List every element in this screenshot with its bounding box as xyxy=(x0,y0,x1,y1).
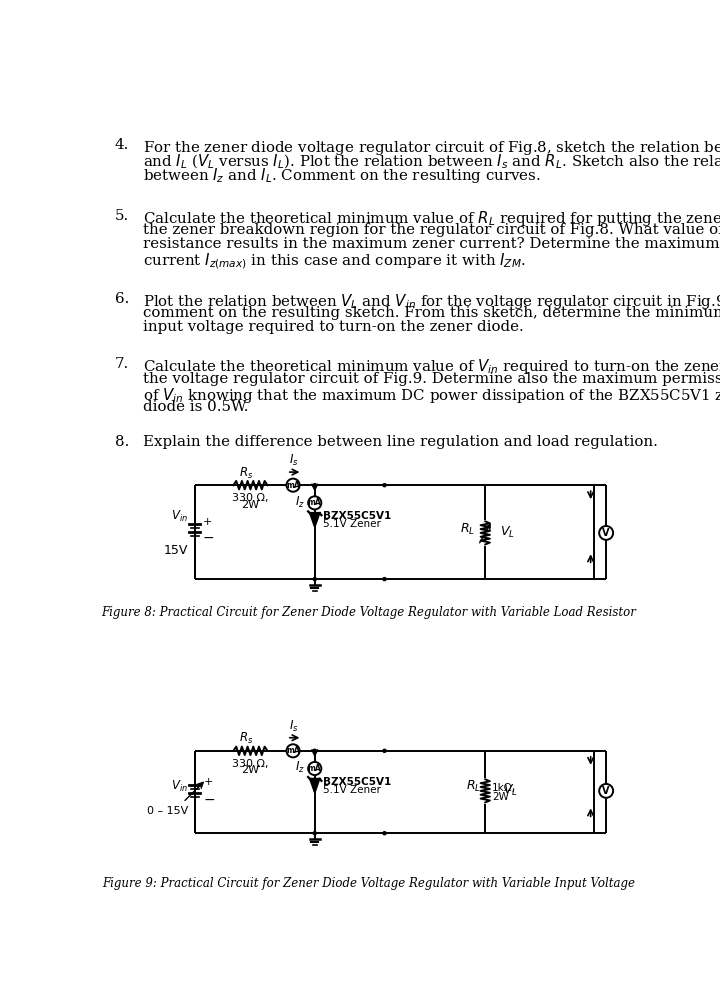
Text: Figure 9: Practical Circuit for Zener Diode Voltage Regulator with Variable Inpu: Figure 9: Practical Circuit for Zener Di… xyxy=(102,877,636,890)
Text: the zener breakdown region for the regulator circuit of Fig.8. What value of loa: the zener breakdown region for the regul… xyxy=(143,223,720,237)
Text: BZX55C5V1: BZX55C5V1 xyxy=(323,511,392,521)
Text: $V_L$: $V_L$ xyxy=(500,525,514,540)
Text: −: − xyxy=(202,530,214,544)
Text: 0 – 15V: 0 – 15V xyxy=(147,806,189,816)
Circle shape xyxy=(383,578,386,581)
Polygon shape xyxy=(310,513,319,526)
Text: 5.1V Zener: 5.1V Zener xyxy=(323,784,381,794)
Text: $R_s$: $R_s$ xyxy=(240,731,253,746)
Text: 2W: 2W xyxy=(492,792,509,802)
Text: +: + xyxy=(204,776,213,786)
Text: 6.: 6. xyxy=(114,292,129,305)
Circle shape xyxy=(599,784,613,797)
Text: $V_{in}$: $V_{in}$ xyxy=(171,509,189,524)
Text: $I_s$: $I_s$ xyxy=(289,454,299,469)
Text: $I_z$: $I_z$ xyxy=(294,495,305,510)
Text: V: V xyxy=(603,528,610,538)
Text: $V_L$: $V_L$ xyxy=(503,783,518,798)
Text: Calculate the theoretical minimum value of $V_{in}$ required to turn-on the zene: Calculate the theoretical minimum value … xyxy=(143,358,720,376)
Text: $I_z$: $I_z$ xyxy=(294,760,305,775)
Text: resistance results in the maximum zener current? Determine the maximum zener: resistance results in the maximum zener … xyxy=(143,237,720,251)
Text: $R_L$: $R_L$ xyxy=(460,522,475,537)
Polygon shape xyxy=(310,779,319,792)
Text: For the zener diode voltage regulator circuit of Fig.8, sketch the relation betw: For the zener diode voltage regulator ci… xyxy=(143,138,720,157)
Text: −: − xyxy=(204,793,215,807)
Circle shape xyxy=(383,749,386,752)
Text: 7.: 7. xyxy=(114,358,129,371)
Circle shape xyxy=(287,479,300,492)
Circle shape xyxy=(599,526,613,540)
Text: 2W: 2W xyxy=(241,500,259,510)
Text: between $I_z$ and $I_L$. Comment on the resulting curves.: between $I_z$ and $I_L$. Comment on the … xyxy=(143,166,541,185)
Text: and $I_L$ ($V_L$ versus $I_L$). Plot the relation between $I_s$ and $R_L$. Sketc: and $I_L$ ($V_L$ versus $I_L$). Plot the… xyxy=(143,152,720,170)
Text: $I_s$: $I_s$ xyxy=(289,719,299,734)
Text: 330 Ω,: 330 Ω, xyxy=(232,758,269,768)
Text: 8.: 8. xyxy=(114,435,129,450)
Text: $R_L$: $R_L$ xyxy=(467,779,482,793)
Text: $R_s$: $R_s$ xyxy=(240,466,253,481)
Text: +: + xyxy=(202,517,212,527)
Text: mA: mA xyxy=(308,764,322,773)
Circle shape xyxy=(313,749,316,752)
Circle shape xyxy=(313,832,316,835)
Text: mA: mA xyxy=(308,498,322,507)
Text: V: V xyxy=(603,786,610,796)
Text: 1kΩ,: 1kΩ, xyxy=(492,783,516,792)
Circle shape xyxy=(313,578,316,581)
Circle shape xyxy=(383,484,386,487)
Circle shape xyxy=(308,496,321,509)
Text: 5.1V Zener: 5.1V Zener xyxy=(323,519,381,529)
Text: $V_{in}$: $V_{in}$ xyxy=(171,779,189,793)
Text: comment on the resulting sketch. From this sketch, determine the minimum value o: comment on the resulting sketch. From th… xyxy=(143,306,720,321)
Text: diode is 0.5W.: diode is 0.5W. xyxy=(143,400,248,414)
Text: mA: mA xyxy=(286,481,300,490)
Text: 4.: 4. xyxy=(114,138,129,152)
Circle shape xyxy=(308,762,321,775)
Text: Calculate the theoretical minimum value of $R_L$ required for putting the zener : Calculate the theoretical minimum value … xyxy=(143,209,720,228)
Text: of $V_{in}$ knowing that the maximum DC power dissipation of the BZX55C5V1 zener: of $V_{in}$ knowing that the maximum DC … xyxy=(143,386,720,405)
Circle shape xyxy=(383,832,386,835)
Circle shape xyxy=(313,484,316,487)
Text: BZX55C5V1: BZX55C5V1 xyxy=(323,777,392,787)
Text: Plot the relation between $V_L$ and $V_{in}$ for the voltage regulator circuit i: Plot the relation between $V_L$ and $V_{… xyxy=(143,292,720,310)
Text: Explain the difference between line regulation and load regulation.: Explain the difference between line regu… xyxy=(143,435,657,450)
Circle shape xyxy=(287,744,300,757)
Text: 5.: 5. xyxy=(114,209,129,223)
Text: 2W: 2W xyxy=(241,765,259,775)
Text: Figure 8: Practical Circuit for Zener Diode Voltage Regulator with Variable Load: Figure 8: Practical Circuit for Zener Di… xyxy=(102,606,636,619)
Text: input voltage required to turn-on the zener diode.: input voltage required to turn-on the ze… xyxy=(143,321,523,335)
Text: the voltage regulator circuit of Fig.9. Determine also the maximum permissible v: the voltage regulator circuit of Fig.9. … xyxy=(143,372,720,386)
Text: current $I_{z(max)}$ in this case and compare it with $I_{ZM}$.: current $I_{z(max)}$ in this case and co… xyxy=(143,251,526,271)
Text: 330 Ω,: 330 Ω, xyxy=(232,493,269,503)
Text: mA: mA xyxy=(286,746,300,755)
Text: 15V: 15V xyxy=(164,543,189,556)
